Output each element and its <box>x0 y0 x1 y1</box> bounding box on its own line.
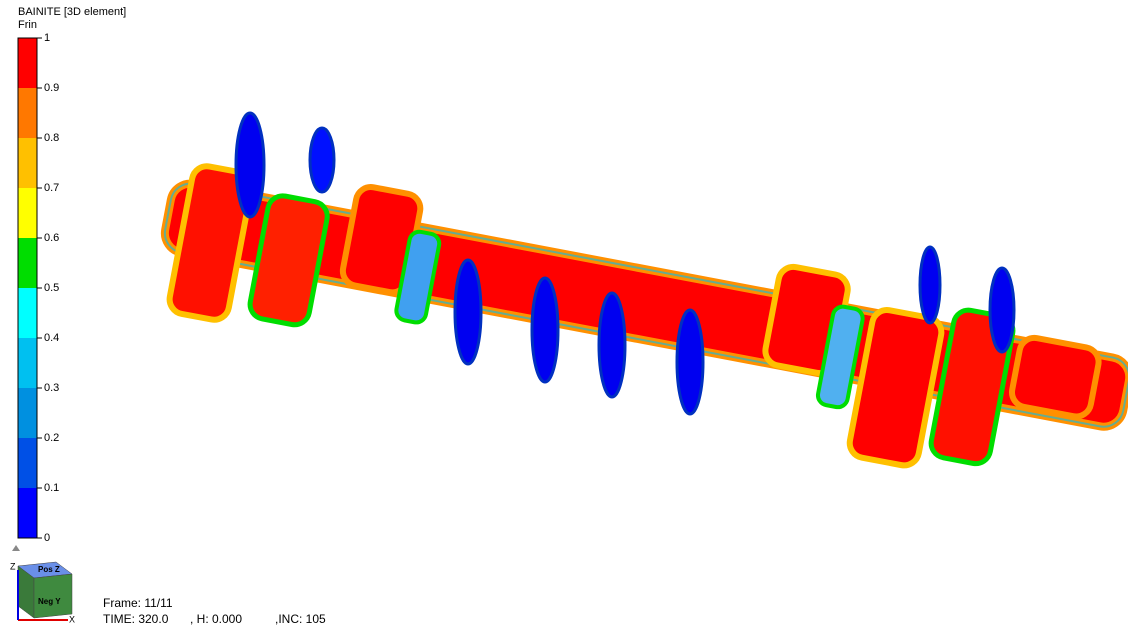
colorbar-band <box>18 188 37 238</box>
colorbar-tick-label: 0.1 <box>44 482 59 494</box>
colorbar-tick-label: 0.5 <box>44 282 59 294</box>
colorbar-band <box>18 388 37 438</box>
colorbar-tick-label: 0.7 <box>44 182 59 194</box>
time-label: TIME: 320.0 <box>103 612 169 626</box>
colorbar-tick-label: 0.2 <box>44 432 59 444</box>
colorbar-band <box>18 488 37 538</box>
crankshaft-model <box>148 113 1128 504</box>
triad-z-label: Z <box>10 561 16 571</box>
frame-label: Frame: 11/11 <box>103 596 173 610</box>
colorbar-tick-label: 0 <box>44 532 50 544</box>
legend-variable: Frin <box>18 19 37 31</box>
triad-x-label: X <box>69 614 75 624</box>
legend-title: BAINITE [3D element] <box>18 6 126 18</box>
h-label: , H: 0.000 <box>190 612 242 626</box>
triad-top-label: Pos Z <box>38 565 60 574</box>
colorbar-tick-label: 0.8 <box>44 132 59 144</box>
colorbar-band <box>18 88 37 138</box>
colorbar-band <box>18 438 37 488</box>
colorbar-tick-label: 0.9 <box>44 82 59 94</box>
colorbar-band <box>18 138 37 188</box>
colorbar-tick-label: 0.3 <box>44 382 59 394</box>
scene: BAINITE [3D element] Frin 00.10.20.30.40… <box>0 0 1128 627</box>
colorbar-band <box>18 288 37 338</box>
colorbar-tick-label: 1 <box>44 32 50 44</box>
inc-label: ,INC: 105 <box>275 612 326 626</box>
triad-front-label: Neg Y <box>38 597 61 606</box>
viewport: BAINITE [3D element] Frin 00.10.20.30.40… <box>0 0 1128 627</box>
colorbar-tick-label: 0.6 <box>44 232 59 244</box>
colorbar-tick-label: 0.4 <box>44 332 59 344</box>
orientation-triad: Pos Z Neg Y Z X <box>10 545 75 624</box>
colorbar: 0 0.1 0.2 0.3 0.4 0.5 0.6 0.7 0.8 0.9 1 <box>18 32 59 544</box>
colorbar-band <box>18 338 37 388</box>
colorbar-band <box>18 38 37 88</box>
colorbar-band <box>18 238 37 288</box>
